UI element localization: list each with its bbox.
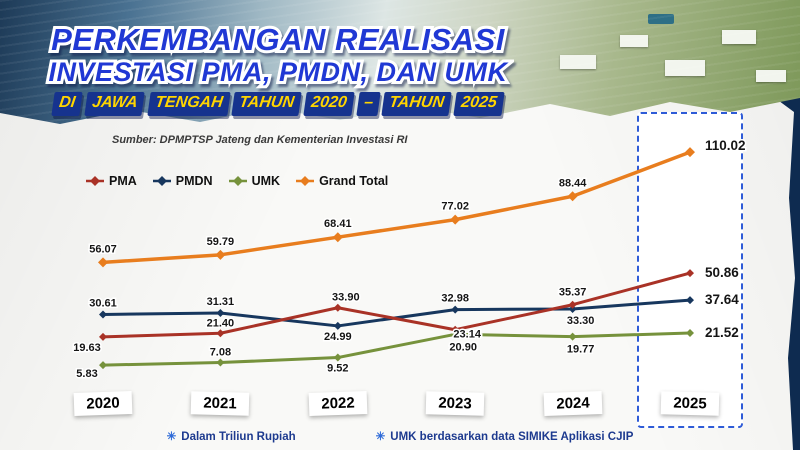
title-block: PERKEMBANGAN REALISASI INVESTASI PMA, PM… bbox=[16, 23, 540, 117]
x-axis-label-2023: 2023 bbox=[425, 391, 485, 416]
asterisk-icon: ✳ bbox=[375, 431, 386, 443]
legend-marker-icon bbox=[228, 176, 247, 186]
footnote-units-text: Dalam Triliun Rupiah bbox=[181, 431, 296, 443]
x-axis-label-2024: 2024 bbox=[543, 390, 602, 417]
title-chip: – bbox=[355, 92, 381, 117]
pond-shape bbox=[648, 14, 674, 24]
footnote-umk-source: ✳ UMK berdasarkan data SIMIKE Aplikasi CJ… bbox=[376, 429, 634, 443]
legend-marker-icon bbox=[152, 176, 171, 186]
x-axis-label-2022: 2022 bbox=[308, 390, 368, 417]
title-chip: TAHUN bbox=[381, 92, 452, 117]
legend-label: PMA bbox=[109, 174, 137, 188]
x-axis-label-2021: 2021 bbox=[191, 391, 250, 416]
legend-item-pma: PMA bbox=[86, 174, 137, 188]
title-chip: DI bbox=[51, 92, 83, 117]
title-chip: 2020 bbox=[303, 92, 355, 117]
footnotes: ✳ Dalam Triliun Rupiah ✳ UMK berdasarkan d… bbox=[0, 429, 800, 443]
legend-marker-icon bbox=[86, 176, 104, 186]
legend-item-pmdn: PMDN bbox=[152, 174, 213, 188]
footnote-umk-text: UMK berdasarkan data SIMIKE Aplikasi CJI… bbox=[390, 431, 634, 443]
legend-label: Grand Total bbox=[319, 174, 389, 188]
building-shape bbox=[722, 30, 756, 44]
legend-item-grand-total: Grand Total bbox=[296, 174, 388, 188]
source-caption: Sumber: DPMPTSP Jateng dan Kementerian I… bbox=[112, 134, 408, 146]
title-chip: 2025 bbox=[453, 92, 505, 117]
title-chip: JAWA bbox=[84, 92, 146, 117]
building-shape bbox=[620, 35, 648, 47]
title-line-2: INVESTASI PMA, PMDN, DAN UMK bbox=[16, 58, 540, 86]
title-line-3: DI JAWA TENGAH TAHUN 2020– TAHUN 2025 bbox=[16, 92, 540, 117]
building-shape bbox=[560, 55, 596, 69]
legend-item-umk: UMK bbox=[228, 174, 281, 188]
title-chip: TENGAH bbox=[146, 92, 230, 117]
building-shape bbox=[756, 70, 786, 82]
chart-legend: PMA PMDN UMK Grand Total bbox=[86, 174, 388, 188]
footnote-units: ✳ Dalam Triliun Rupiah bbox=[167, 429, 296, 443]
legend-label: PMDN bbox=[175, 174, 213, 188]
title-line-1: PERKEMBANGAN REALISASI bbox=[16, 23, 540, 56]
legend-label: UMK bbox=[251, 174, 281, 188]
highlight-2025-box bbox=[637, 112, 743, 428]
title-chip: TAHUN bbox=[231, 92, 302, 117]
asterisk-icon: ✳ bbox=[166, 431, 177, 443]
x-axis-label-2020: 2020 bbox=[73, 390, 133, 417]
legend-marker-icon bbox=[296, 176, 315, 186]
x-axis-label-2025: 2025 bbox=[660, 391, 720, 416]
building-shape bbox=[665, 60, 705, 76]
